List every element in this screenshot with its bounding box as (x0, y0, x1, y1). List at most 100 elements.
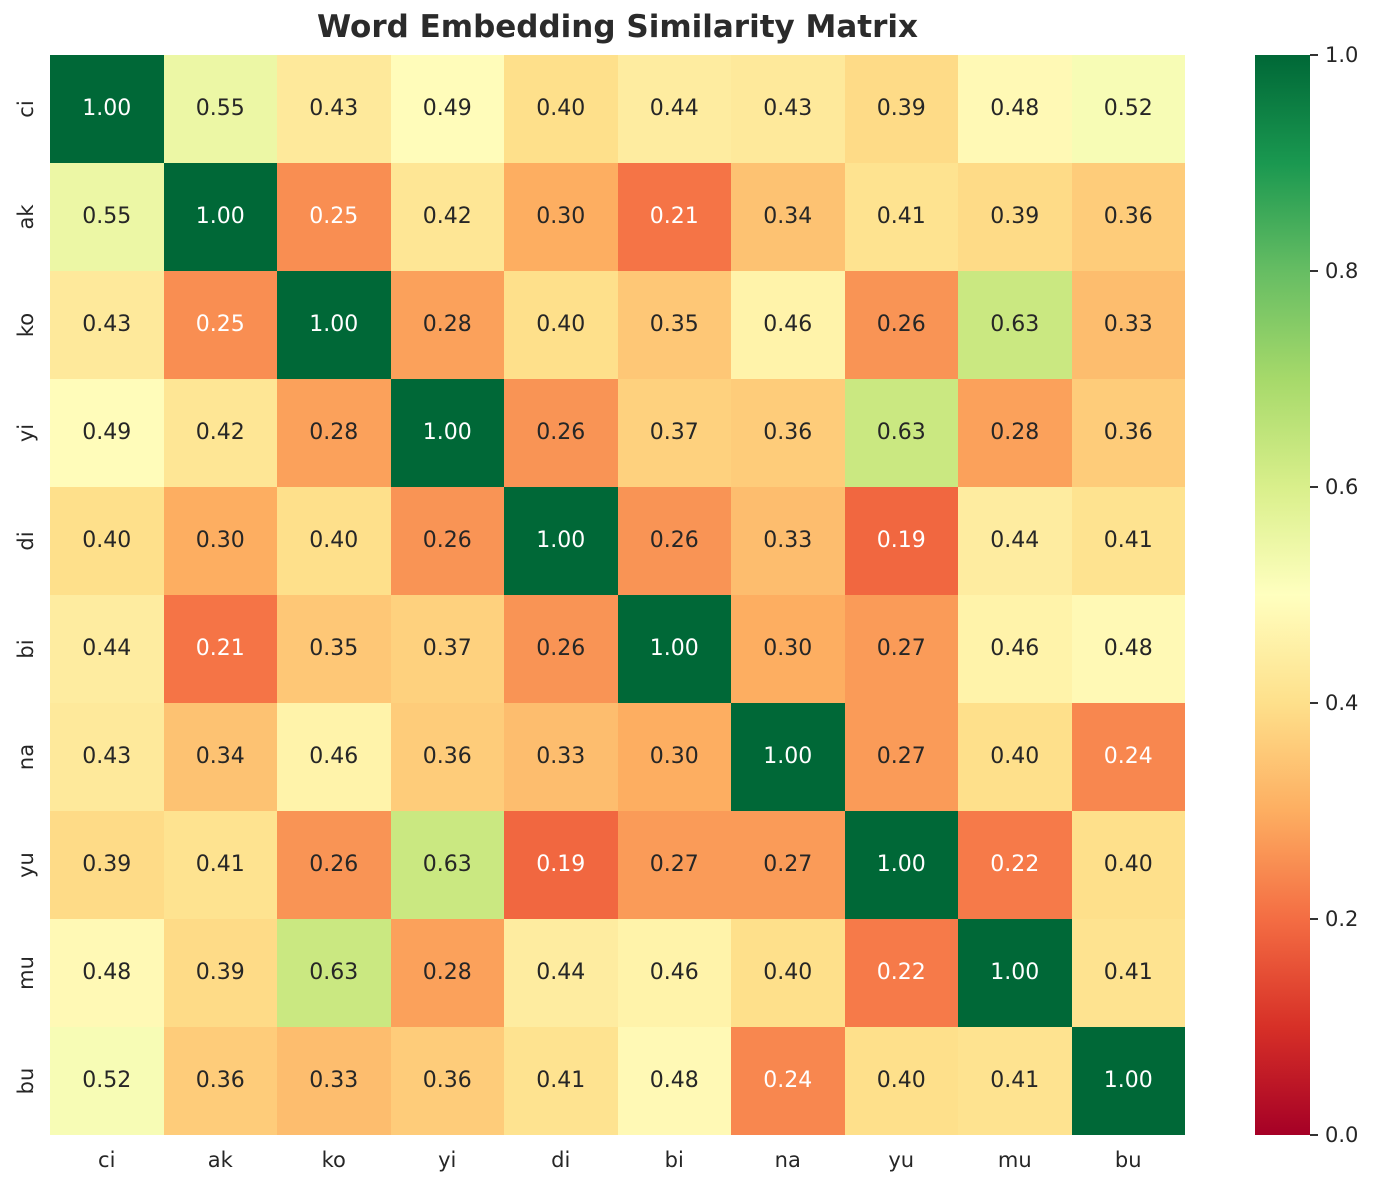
heatmap-cell: 0.30 (163, 487, 277, 595)
cell-value: 0.36 (763, 420, 813, 445)
cell-value: 0.44 (82, 636, 132, 661)
cell-value: 0.28 (990, 420, 1040, 445)
heatmap-cell: 0.35 (617, 271, 731, 379)
colorbar-tick-mark (1310, 270, 1318, 272)
heatmap-cell: 0.40 (50, 487, 164, 595)
colorbar-tick-label: 0.8 (1325, 259, 1359, 283)
heatmap-cell: 1.00 (277, 271, 391, 379)
heatmap-cell: 0.44 (504, 919, 618, 1027)
cell-value: 0.44 (536, 960, 586, 985)
cell-value: 0.63 (309, 960, 359, 985)
heatmap-cell: 0.19 (504, 811, 618, 919)
cell-value: 0.19 (876, 528, 926, 553)
cell-value: 0.28 (422, 960, 472, 985)
cell-value: 0.30 (649, 744, 699, 769)
heatmap-cell: 0.49 (390, 55, 504, 163)
heatmap-cell: 0.41 (504, 1027, 618, 1135)
heatmap-cell: 0.36 (390, 703, 504, 811)
heatmap-cell: 0.48 (617, 1027, 731, 1135)
heatmap-cell: 0.25 (277, 163, 391, 271)
heatmap-cell: 0.41 (163, 811, 277, 919)
heatmap-cell: 1.00 (731, 703, 845, 811)
cell-value: 0.28 (422, 312, 472, 337)
cell-value: 0.43 (82, 312, 132, 337)
cell-value: 0.25 (309, 204, 359, 229)
heatmap-cell: 0.48 (958, 55, 1072, 163)
y-tick-label: ci (14, 100, 38, 118)
cell-value: 0.27 (876, 744, 926, 769)
heatmap-cell: 0.48 (50, 919, 164, 1027)
cell-value: 0.25 (195, 312, 245, 337)
heatmap-cell: 0.41 (844, 163, 958, 271)
cell-value: 0.37 (649, 420, 699, 445)
cell-value: 0.43 (309, 96, 359, 121)
cell-value: 0.34 (195, 744, 245, 769)
heatmap-cell: 1.00 (163, 163, 277, 271)
x-tick-label: na (774, 1148, 801, 1172)
heatmap-cell: 0.33 (277, 1027, 391, 1135)
heatmap-cell: 0.30 (617, 703, 731, 811)
heatmap-cell: 0.55 (163, 55, 277, 163)
cell-value: 0.46 (763, 312, 813, 337)
cell-value: 0.40 (536, 96, 586, 121)
cell-value: 0.39 (990, 204, 1040, 229)
heatmap-cell: 0.52 (1071, 55, 1185, 163)
cell-value: 0.21 (195, 636, 245, 661)
heatmap-cell: 0.39 (163, 919, 277, 1027)
heatmap-cell: 0.27 (844, 595, 958, 703)
x-tick-label: ko (321, 1148, 346, 1172)
cell-value: 0.24 (763, 1068, 813, 1093)
colorbar-tick-mark (1310, 702, 1318, 704)
cell-value: 1.00 (422, 420, 472, 445)
cell-value: 0.48 (649, 1068, 699, 1093)
heatmap-cell: 0.37 (617, 379, 731, 487)
x-tick-label: bi (664, 1148, 684, 1172)
cell-value: 0.34 (763, 204, 813, 229)
heatmap-cell: 0.40 (277, 487, 391, 595)
cell-value: 0.41 (536, 1068, 586, 1093)
heatmap-cell: 0.40 (731, 919, 845, 1027)
heatmap-cell: 0.42 (390, 163, 504, 271)
cell-value: 0.26 (536, 636, 586, 661)
y-tick-label: bi (14, 639, 38, 659)
heatmap-cell: 0.52 (50, 1027, 164, 1135)
heatmap-cell: 0.46 (958, 595, 1072, 703)
cell-value: 0.28 (309, 420, 359, 445)
cell-value: 1.00 (876, 852, 926, 877)
heatmap-cell: 0.39 (958, 163, 1072, 271)
cell-value: 1.00 (195, 204, 245, 229)
cell-value: 0.49 (82, 420, 132, 445)
x-tick-label: yi (438, 1148, 457, 1172)
heatmap-cell: 0.36 (731, 379, 845, 487)
x-tick-label: bu (1114, 1148, 1142, 1172)
x-tick-label: yu (888, 1148, 915, 1172)
cell-value: 1.00 (82, 96, 132, 121)
heatmap-cell: 0.28 (277, 379, 391, 487)
heatmap-cell: 0.33 (1071, 271, 1185, 379)
cell-value: 0.55 (82, 204, 132, 229)
cell-value: 0.22 (990, 852, 1040, 877)
cell-value: 0.42 (422, 204, 472, 229)
heatmap-cell: 0.24 (731, 1027, 845, 1135)
x-axis-labels: ci ak ko yi di bi na yu mu bu (50, 1135, 1185, 1185)
y-tick-label: yi (14, 423, 38, 443)
cell-value: 0.42 (195, 420, 245, 445)
heatmap-cell: 0.21 (617, 163, 731, 271)
heatmap-cell: 0.63 (390, 811, 504, 919)
heatmap-cell: 0.26 (844, 271, 958, 379)
cell-value: 0.33 (309, 1068, 359, 1093)
heatmap-cell: 0.35 (277, 595, 391, 703)
heatmap-cell: 0.19 (844, 487, 958, 595)
cell-value: 0.26 (309, 852, 359, 877)
heatmap-cell: 0.33 (731, 487, 845, 595)
heatmap-cell: 0.43 (277, 55, 391, 163)
x-tick-label: ci (98, 1148, 116, 1172)
cell-value: 0.41 (876, 204, 926, 229)
heatmap-cell: 0.26 (390, 487, 504, 595)
heatmap-cell: 0.43 (50, 703, 164, 811)
colorbar-tick-label: 0.2 (1325, 907, 1359, 931)
heatmap-cell: 0.46 (277, 703, 391, 811)
heatmap-cell: 0.40 (1071, 811, 1185, 919)
cell-value: 1.00 (763, 744, 813, 769)
heatmap-cell: 0.39 (844, 55, 958, 163)
